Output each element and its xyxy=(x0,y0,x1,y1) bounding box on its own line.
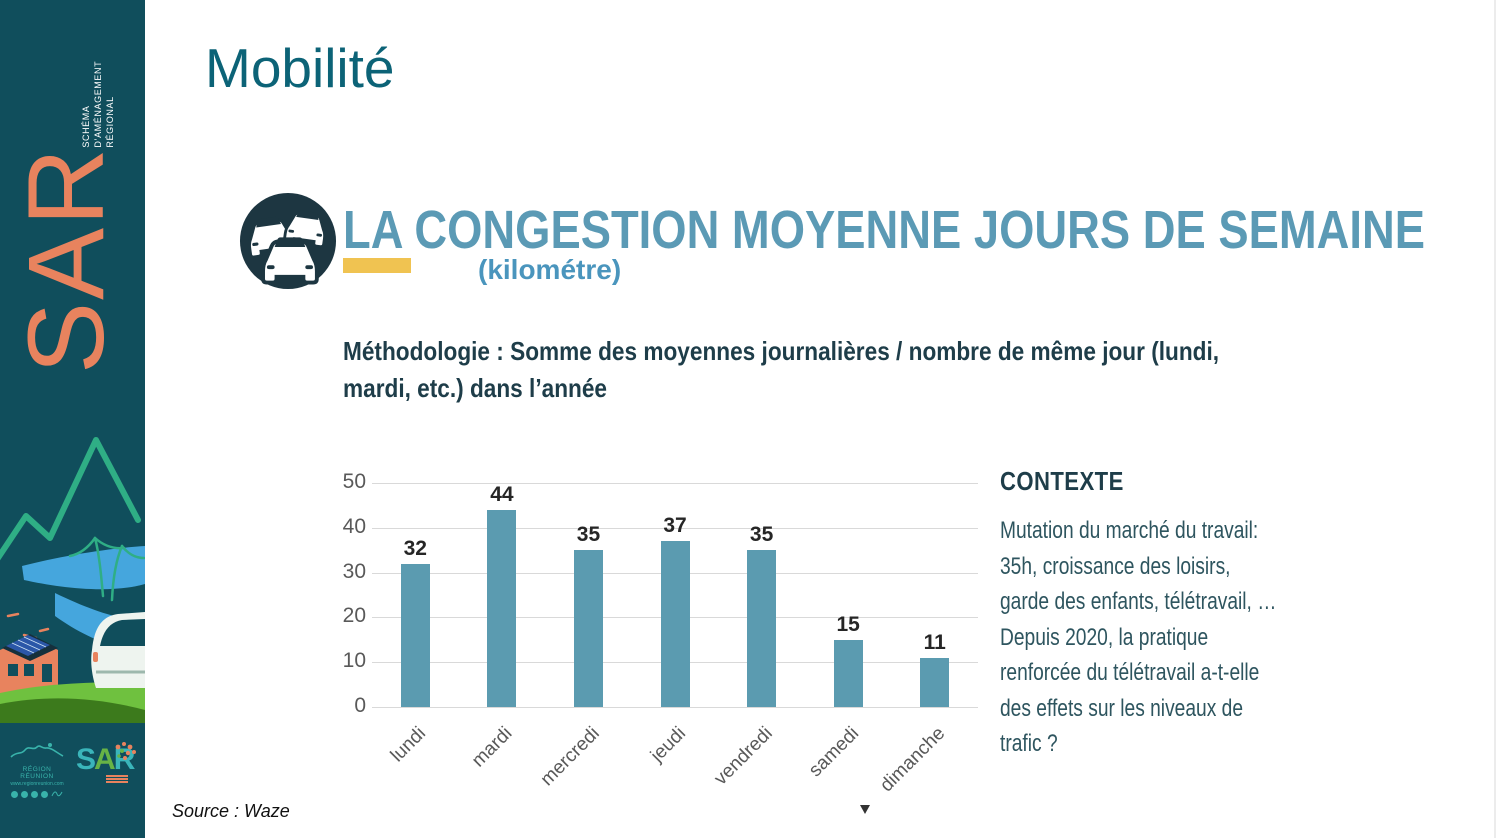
gridline xyxy=(372,707,978,708)
bar-column: 32 xyxy=(372,483,459,707)
bars-layer: 32 44 35 37 35 15 11 xyxy=(372,483,978,707)
bar-column: 35 xyxy=(718,483,805,707)
accent-bar xyxy=(343,258,411,273)
region-logo-title: Région Réunion xyxy=(20,766,54,780)
heading-underlined-part: LA xyxy=(343,200,402,266)
bar-column: 37 xyxy=(632,483,719,707)
methodology-text: Méthodologie : Somme des moyennes journa… xyxy=(343,336,1220,403)
heading-rest: CONGESTION MOYENNE JOURS DE SEMAINE xyxy=(401,200,1426,260)
gridline xyxy=(372,483,978,484)
sar-logo-flowers xyxy=(115,742,136,760)
gridline xyxy=(372,527,978,529)
bar-mardi xyxy=(487,510,517,707)
y-tick-label: 50 xyxy=(342,470,366,493)
bar-mercredi xyxy=(573,550,603,707)
sar-vertical-wordmark: SAR xyxy=(0,95,132,425)
y-tick-label: 30 xyxy=(342,559,366,583)
region-logo-url: www.regionreunion.com xyxy=(10,781,64,787)
bar-value-label: 37 xyxy=(663,514,687,538)
x-tick-label: dimanche xyxy=(876,723,950,797)
context-body: Mutation du marché du travail: 35h, crois… xyxy=(1000,517,1277,758)
bar-value-label: 11 xyxy=(923,630,946,654)
bar-value-label: 15 xyxy=(836,612,860,636)
car xyxy=(91,612,145,688)
x-tick-label: vendredi xyxy=(710,723,777,790)
y-tick-label: 0 xyxy=(354,694,366,717)
y-tick-label: 40 xyxy=(342,514,366,538)
x-tick-label: mercredi xyxy=(536,723,604,791)
congestion-bar-chart: 0 10 20 30 40 50 32 44 35 37 35 15 11 lundi mardi mer… xyxy=(326,469,1026,819)
x-tick-label: samedi xyxy=(804,723,864,782)
traffic-jam-icon xyxy=(239,192,337,290)
chart-plot-area: 32 44 35 37 35 15 11 xyxy=(372,483,978,708)
bar-dimanche xyxy=(920,657,950,707)
social-icon xyxy=(21,790,28,798)
section-heading-wrap: LA CONGESTION MOYENNE JOURS DE SEMAINE xyxy=(343,200,1426,266)
bar-value-label: 44 xyxy=(490,483,514,506)
bar-jeudi xyxy=(660,541,690,707)
x-tick-label: mardi xyxy=(468,723,517,772)
y-tick-label: 10 xyxy=(342,649,366,673)
region-logo-mountain-icon xyxy=(10,743,64,758)
sugar-cane xyxy=(68,536,145,602)
sar-logo: SAR xyxy=(76,742,138,783)
context-heading: CONTEXTE xyxy=(1000,466,1124,496)
bar-vendredi xyxy=(747,550,777,707)
bar-value-label: 32 xyxy=(403,536,427,560)
social-icon xyxy=(11,790,18,798)
signature-squiggle-icon xyxy=(51,791,63,797)
mountain-line xyxy=(0,437,141,561)
social-icon xyxy=(41,790,48,798)
bar-column: 35 xyxy=(545,483,632,707)
grass-shadow xyxy=(0,698,145,723)
section-heading: LA CONGESTION MOYENNE JOURS DE SEMAINE xyxy=(343,200,1426,266)
region-reunion-logo: Région Réunion www.regionreunion.com xyxy=(5,742,69,798)
bar-value-label: 35 xyxy=(576,523,601,547)
social-icon xyxy=(31,790,38,798)
bar-value-label: 35 xyxy=(749,523,774,547)
mouse-cursor xyxy=(860,805,870,814)
section-unit: (kilométre) xyxy=(478,254,622,285)
house xyxy=(0,634,58,700)
bar-lundi xyxy=(400,563,430,707)
bar-column: 11 xyxy=(891,483,978,707)
bar-samedi xyxy=(833,639,863,707)
context-panel: CONTEXTE Mutation du marché du travail: 3… xyxy=(1000,466,1360,762)
window-edge xyxy=(1494,0,1496,838)
x-tick-label: lundi xyxy=(386,723,431,767)
y-tick-label: 20 xyxy=(342,604,366,628)
sar-logo-letter: S xyxy=(76,743,96,776)
sidebar-illustration xyxy=(0,437,145,723)
sar-wordmark-text: SAR xyxy=(5,145,127,375)
y-axis-labels: 0 10 20 30 40 50 xyxy=(326,470,366,717)
page-title: Mobilité xyxy=(205,37,395,99)
bar-column: 15 xyxy=(805,483,892,707)
social-icons xyxy=(5,790,69,798)
sidebar: SCHÉMA D’AMÉNAGEMENT RÉGIONAL SAR xyxy=(0,0,145,838)
sar-logo-tagline xyxy=(106,775,128,784)
x-axis-labels: lundi mardi mercredi jeudi vendredi samedi dim… xyxy=(372,715,978,805)
sar-logo-letter: A xyxy=(94,743,116,776)
source-note: Source : Waze xyxy=(172,801,290,821)
x-tick-label: jeudi xyxy=(646,723,690,767)
bar-column: 44 xyxy=(459,483,546,707)
